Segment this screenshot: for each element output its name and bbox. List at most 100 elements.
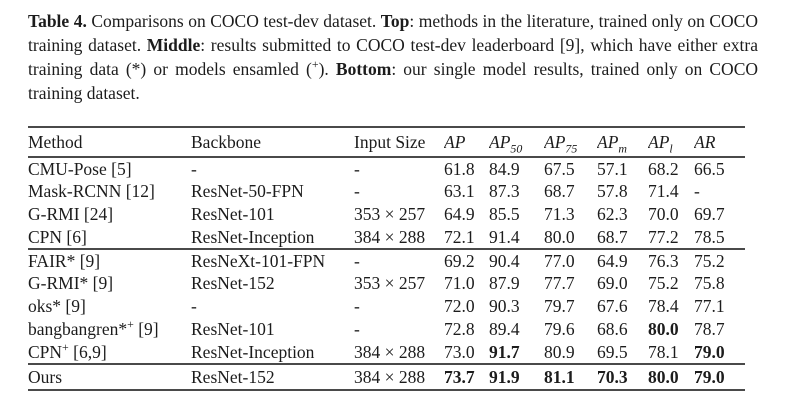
section-ours: Ours ResNet-152 384 × 288 73.7 91.9 81.1 70.3 8… (28, 364, 745, 390)
metric-cell-ap50: 87.3 (489, 181, 520, 201)
method-cell: CPN+ [6,9] (28, 341, 191, 364)
method-name: CPN [6] (28, 226, 87, 247)
backbone-cell: ResNet-50-FPN (191, 181, 304, 201)
metric-cell-apm: 70.3 (597, 366, 628, 387)
backbone-cell: ResNet-152 (191, 273, 275, 293)
method-name: CPN (28, 341, 63, 362)
header-subscript: 75 (565, 141, 578, 155)
column-header-ap-75: AP75 (544, 127, 597, 157)
method-cell: Ours (28, 364, 191, 390)
table-row: CMU-Pose [5] - - 61.8 84.9 67.5 57.1 68.2 66.5 (28, 157, 745, 180)
header-subscript: m (618, 141, 627, 155)
caption-segment: : our single model results, trained only… (28, 59, 759, 103)
metric-cell-ap: 64.9 (444, 204, 475, 224)
backbone-cell: - (191, 296, 197, 316)
method-cell: G-RMI [24] (28, 203, 191, 226)
metric-cell-ap75: 71.3 (544, 204, 575, 224)
metric-cell-ap: 69.2 (444, 250, 475, 271)
metric-cell-apl: 77.2 (648, 226, 679, 247)
input-size-cell: - (354, 319, 360, 339)
metric-cell-apl: 80.0 (648, 366, 679, 387)
method-cell: Mask-RCNN [12] (28, 180, 191, 203)
metric-cell-ar: 66.5 (694, 158, 725, 179)
backbone-cell: - (191, 158, 197, 179)
method-superscript: + (62, 341, 69, 354)
metric-cell-ar: 69.7 (694, 204, 725, 224)
header-label: AR (694, 131, 716, 152)
method-name: bangbangren* (28, 319, 128, 339)
table-row: CPN+ [6,9] ResNet-Inception 384 × 288 73.0 9… (28, 341, 745, 364)
column-header-backbone: Backbone (191, 127, 354, 157)
metric-cell-ap50: 90.4 (489, 250, 520, 271)
method-cell: G-RMI* [9] (28, 272, 191, 295)
input-size-cell: 384 × 288 (354, 226, 426, 247)
method-name: CMU-Pose [5] (28, 158, 132, 179)
header-label: AP (597, 131, 619, 152)
metric-cell-apm: 64.9 (597, 250, 628, 271)
caption-segment: : results submitted to COCO test-dev lea… (28, 35, 758, 79)
table-header: Method Backbone Input Size AP AP50 AP75 APm APl… (28, 127, 745, 157)
metric-cell-ap75: 68.7 (544, 181, 575, 201)
metric-cell-ap: 72.8 (444, 319, 475, 339)
caption-segment: Top (380, 11, 410, 31)
metric-cell-ap50: 91.7 (489, 341, 520, 362)
header-subscript: 50 (510, 141, 523, 155)
metric-cell-ap50: 87.9 (489, 273, 520, 293)
input-size-cell: 384 × 288 (354, 366, 426, 387)
metric-cell-ap50: 85.5 (489, 204, 520, 224)
table-row: CPN [6] ResNet-Inception 384 × 288 72.1 91.4… (28, 226, 745, 249)
metric-cell-ap75: 79.6 (544, 319, 575, 339)
metric-cell-apm: 68.7 (597, 226, 628, 247)
table-row: G-RMI* [9] ResNet-152 353 × 257 71.0 87.9 77.… (28, 272, 745, 295)
metric-cell-ar: 79.0 (694, 341, 725, 362)
table-row: G-RMI [24] ResNet-101 353 × 257 64.9 85.5 71.… (28, 203, 745, 226)
metric-cell-ar: 77.1 (694, 296, 725, 316)
table-row: bangbangren*+ [9] ResNet-101 - 72.8 89.4 79.6… (28, 318, 745, 341)
table-row: Mask-RCNN [12] ResNet-50-FPN - 63.1 87.3 68.7… (28, 180, 745, 203)
metric-cell-ap: 63.1 (444, 181, 475, 201)
backbone-cell: ResNet-101 (191, 319, 275, 339)
metric-cell-ap75: 79.7 (544, 296, 575, 316)
method-name: FAIR* [9] (28, 250, 101, 271)
input-size-cell: - (354, 158, 360, 179)
metric-cell-apm: 68.6 (597, 319, 628, 339)
metric-cell-ap75: 80.9 (544, 341, 575, 362)
metric-cell-apm: 69.5 (597, 341, 628, 362)
metric-cell-ap50: 89.4 (489, 319, 520, 339)
metric-cell-apm: 57.1 (597, 158, 628, 179)
metric-cell-ap: 72.0 (444, 296, 475, 316)
metric-cell-ap: 71.0 (444, 273, 475, 293)
metric-cell-apl: 68.2 (648, 158, 679, 179)
metric-cell-ap75: 80.0 (544, 226, 575, 247)
column-header-ap-m: APm (597, 127, 648, 157)
metric-cell-ap75: 81.1 (544, 366, 575, 387)
input-size-cell: - (354, 181, 360, 201)
caption-segment: : methods in the literature, trained onl… (28, 11, 758, 55)
metric-cell-apm: 62.3 (597, 204, 628, 224)
method-cell: CPN [6] (28, 226, 191, 249)
metric-cell-ap: 72.1 (444, 226, 475, 247)
section-leaderboard: FAIR* [9] ResNeXt-101-FPN - 69.2 90.4 77.0 64.… (28, 249, 745, 364)
method-cell: bangbangren*+ [9] (28, 318, 191, 341)
metric-cell-ap50: 91.4 (489, 226, 520, 247)
method-name: Ours (28, 366, 63, 387)
column-header-input-size: Input Size (354, 127, 444, 157)
backbone-cell: ResNet-Inception (191, 226, 315, 247)
method-name: Mask-RCNN [12] (28, 181, 155, 201)
column-header-ap: AP (444, 127, 489, 157)
results-table: Method Backbone Input Size AP AP50 AP75 APm APl… (28, 126, 745, 391)
metric-cell-ap75: 77.0 (544, 250, 575, 271)
metric-cell-apl: 78.1 (648, 341, 679, 362)
metric-cell-apl: 70.0 (648, 204, 679, 224)
metric-cell-apl: 78.4 (648, 296, 679, 316)
metric-cell-apm: 57.8 (597, 181, 628, 201)
metric-cell-ar: 79.0 (694, 366, 725, 387)
metric-cell-apl: 76.3 (648, 250, 679, 271)
metric-cell-ar: - (694, 181, 700, 201)
header-label: AP (648, 131, 670, 152)
backbone-cell: ResNeXt-101-FPN (191, 250, 326, 271)
column-header-ar: AR (694, 127, 745, 157)
method-cell: CMU-Pose [5] (28, 157, 191, 180)
input-size-cell: 353 × 257 (354, 204, 426, 224)
